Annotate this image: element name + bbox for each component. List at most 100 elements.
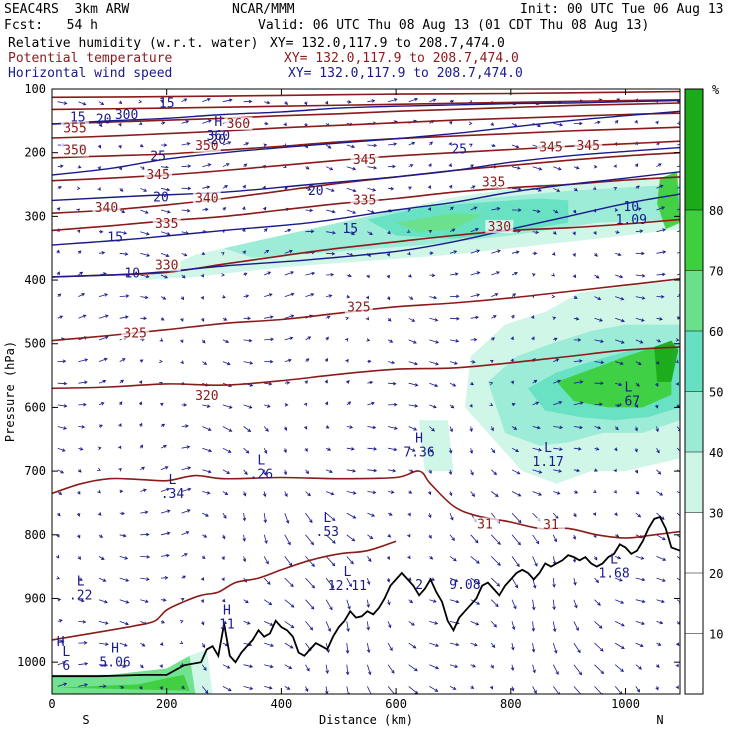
wind-arrow — [511, 643, 515, 651]
wind-arrow — [367, 209, 375, 214]
wind-arrow — [346, 273, 352, 278]
wind-arrow — [200, 599, 204, 604]
wind-arrow — [531, 643, 536, 653]
wind-arrow — [97, 446, 102, 451]
wind-arrow — [386, 274, 390, 279]
wind-arrow — [160, 402, 164, 407]
wind-arrow — [429, 664, 440, 670]
wind-arrow — [429, 317, 439, 322]
wind-arrow — [119, 664, 127, 668]
extremum-marker: L — [169, 473, 177, 488]
speed-label: 10 — [623, 200, 639, 215]
wind-arrow — [138, 380, 143, 384]
field-wind-xy: XY= 132.0,117.9 to 208.7,474.0 — [288, 66, 523, 81]
wind-arrow — [284, 358, 292, 363]
wind-arrow — [202, 512, 209, 517]
wind-arrow — [263, 143, 268, 147]
wind-arrow — [511, 621, 516, 631]
wind-arrow — [614, 512, 618, 517]
wind-arrow — [491, 315, 497, 319]
wind-arrow — [594, 468, 598, 472]
wind-arrow — [407, 512, 411, 517]
wind-arrow — [594, 253, 598, 257]
wind-arrow — [160, 99, 164, 103]
wind-arrow — [263, 577, 271, 585]
wind-arrow — [119, 489, 124, 494]
wind-arrow — [388, 360, 396, 365]
wind-arrow — [635, 491, 640, 495]
extremum-value: 6 — [62, 659, 70, 674]
wind-arrow — [305, 577, 316, 589]
wind-arrow — [284, 686, 291, 690]
wind-arrow — [491, 337, 495, 341]
wind-arrow — [264, 271, 272, 276]
wind-arrow — [553, 209, 559, 214]
wind-arrow — [242, 206, 246, 211]
wind-arrow — [655, 686, 659, 691]
wind-arrow — [594, 447, 600, 451]
wind-arrow — [181, 685, 185, 690]
wind-arrow — [139, 359, 144, 363]
colorbar: 10 20 30 40 50 60 70 80% — [684, 83, 723, 695]
wind-arrow — [263, 534, 268, 545]
wind-arrow — [367, 556, 372, 563]
wind-arrow — [489, 381, 494, 386]
wind-arrow — [532, 447, 543, 452]
wind-arrow — [388, 426, 398, 430]
wind-arrow — [511, 314, 515, 319]
wind-arrow — [470, 315, 480, 320]
wind-arrow — [118, 144, 122, 149]
wind-arrow — [160, 620, 165, 624]
wind-arrow — [655, 383, 659, 387]
wind-arrow — [676, 251, 680, 254]
axes: 0 200 400 600 800 1000 100 200 300 400 500 600 700 80… — [3, 82, 680, 727]
wind-arrow — [346, 209, 357, 214]
wind-arrow — [325, 447, 332, 451]
wind-arrow — [615, 533, 620, 538]
wind-arrow — [511, 187, 522, 191]
speed-label: 300 — [115, 108, 138, 123]
wind-arrow — [78, 402, 87, 407]
wind-arrow — [594, 425, 602, 430]
wind-arrow — [180, 360, 184, 364]
wind-arrow — [57, 512, 61, 517]
wind-arrow — [427, 185, 432, 189]
wind-arrow — [367, 490, 377, 495]
wind-arrow — [305, 208, 314, 213]
theta-label: 345 — [146, 168, 169, 183]
wind-arrow — [655, 120, 659, 125]
wind-arrow — [98, 621, 109, 625]
wind-arrow — [56, 576, 60, 580]
speed-label: 25 — [150, 150, 166, 165]
wind-arrow — [160, 445, 167, 449]
wind-arrow — [676, 273, 680, 276]
wind-arrow — [243, 338, 253, 343]
wind-arrow — [387, 339, 394, 343]
wind-arrow — [470, 664, 476, 668]
wind-arrow — [429, 295, 438, 300]
wind-arrow — [325, 315, 331, 320]
wind-arrow — [491, 293, 499, 297]
speed-label: 20 — [308, 184, 324, 199]
wind-arrow — [243, 361, 254, 365]
wind-arrow — [408, 447, 416, 452]
speed-label: 20 — [210, 133, 226, 148]
wind-arrow — [407, 208, 411, 212]
wind-arrow — [677, 143, 680, 146]
wind-arrow — [200, 318, 205, 322]
wind-arrow — [57, 315, 64, 319]
wind-arrow — [592, 186, 597, 190]
wind-arrow — [97, 467, 101, 471]
wind-arrow — [615, 296, 625, 301]
wind-arrow — [78, 271, 84, 276]
wind-arrow — [573, 447, 582, 451]
wind-arrow — [305, 469, 310, 475]
wind-arrow — [57, 640, 65, 644]
wind-arrow — [635, 686, 641, 693]
wind-arrow — [263, 249, 270, 254]
field-rh-xy: XY= 132.0,117.9 to 208.7,474.0 — [270, 36, 505, 51]
wind-arrow — [490, 426, 494, 432]
wind-arrow — [572, 231, 576, 236]
wind-arrow — [615, 403, 621, 408]
